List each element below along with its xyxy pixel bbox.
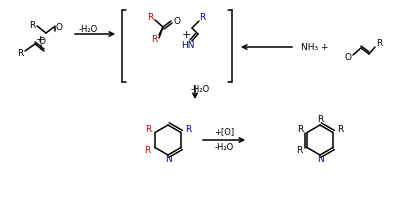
Text: +: + xyxy=(181,30,191,40)
Text: R: R xyxy=(151,34,157,43)
Text: +: + xyxy=(35,35,45,45)
Text: NH₃ +: NH₃ + xyxy=(301,42,329,51)
Text: O: O xyxy=(38,37,46,46)
Text: R: R xyxy=(144,146,150,155)
Text: R: R xyxy=(317,114,323,123)
Text: R: R xyxy=(376,39,382,49)
Text: R: R xyxy=(145,125,151,134)
Text: -H₂O: -H₂O xyxy=(78,25,98,34)
Text: R: R xyxy=(147,13,153,22)
Text: +[O]: +[O] xyxy=(214,127,234,136)
Text: R: R xyxy=(17,49,23,58)
Text: O: O xyxy=(55,22,62,32)
Text: R: R xyxy=(199,13,205,22)
Text: R: R xyxy=(185,125,191,134)
Text: R: R xyxy=(297,125,303,134)
Text: R: R xyxy=(296,146,302,155)
Text: HN: HN xyxy=(181,41,195,50)
Text: -H₂O: -H₂O xyxy=(214,143,234,152)
Text: O: O xyxy=(173,17,180,25)
Text: N: N xyxy=(317,155,324,164)
Text: N: N xyxy=(164,155,171,164)
Text: -H₂O: -H₂O xyxy=(191,84,210,93)
Text: R: R xyxy=(337,125,343,134)
Text: O: O xyxy=(344,52,352,62)
Text: R: R xyxy=(29,21,35,29)
